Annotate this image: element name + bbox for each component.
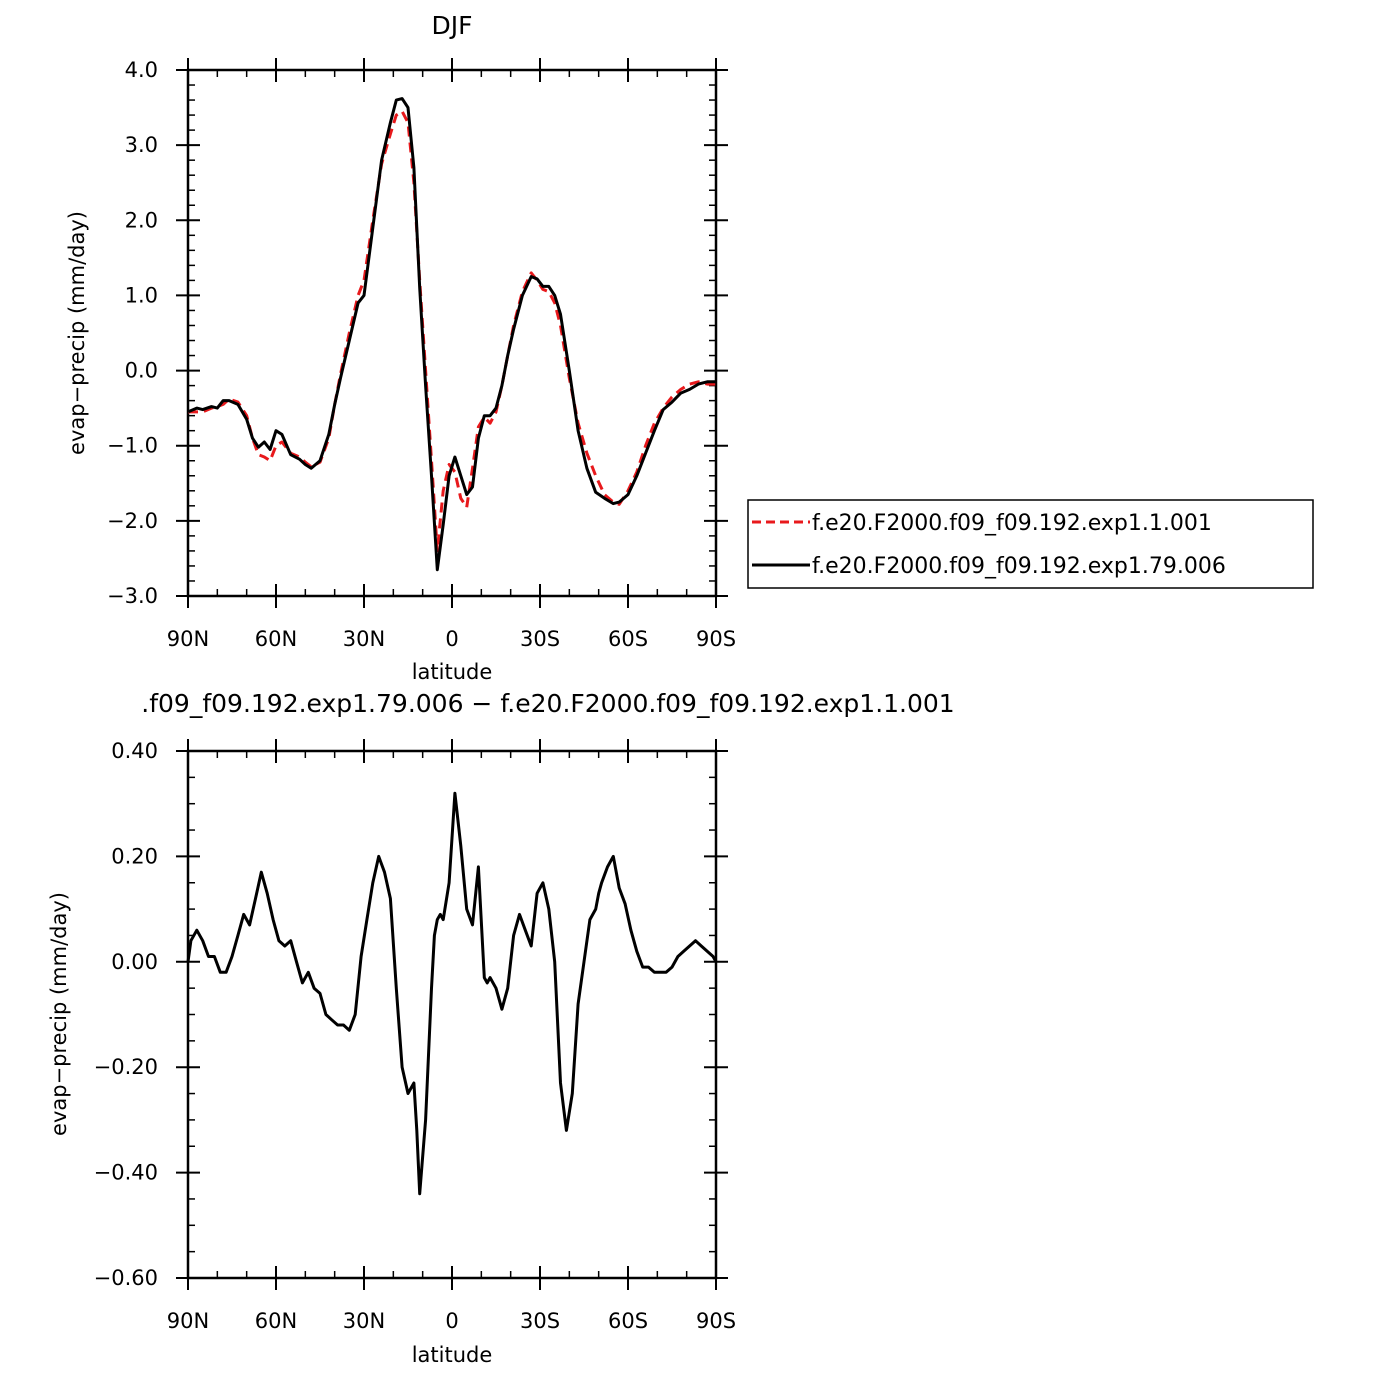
top-plot-frame xyxy=(186,68,718,598)
x-tick-label: 0 xyxy=(445,627,458,651)
top-panel: DJF 4.0 3.0 2.0 1.0 0.0 −1.0 −2.0 −3.0 90N 60N 30N… xyxy=(65,11,736,684)
bottom-x-axis-label: latitude xyxy=(412,1343,493,1367)
y-tick-label: 4.0 xyxy=(125,58,158,82)
bottom-panel: .f09_f09.192.exp1.79.006 − f.e20.F2000.f… xyxy=(47,689,955,1367)
x-tick-label: 90S xyxy=(696,1309,736,1333)
bottom-chart-title: .f09_f09.192.exp1.79.006 − f.e20.F2000.f… xyxy=(141,689,954,718)
x-tick-label: 60S xyxy=(608,627,648,651)
x-tick-label: 30N xyxy=(343,1309,385,1333)
top-x-axis-label: latitude xyxy=(412,660,493,684)
y-tick-label: 2.0 xyxy=(125,208,158,232)
legend-label-exp1-1-001: f.e20.F2000.f09_f09.192.exp1.1.001 xyxy=(812,511,1212,536)
x-tick-label: 0 xyxy=(445,1309,458,1333)
y-tick-label: −0.60 xyxy=(94,1266,158,1290)
y-tick-label: 0.00 xyxy=(111,950,158,974)
y-tick-label: −1.0 xyxy=(107,434,158,458)
legend-label-exp1-79-006: f.e20.F2000.f09_f09.192.exp1.79.006 xyxy=(812,554,1226,579)
y-tick-label: 3.0 xyxy=(125,133,158,157)
y-tick-label: 0.0 xyxy=(125,359,158,383)
y-tick-label: 1.0 xyxy=(125,283,158,307)
top-y-axis-label: evap−precip (mm/day) xyxy=(65,211,89,455)
x-tick-label: 90S xyxy=(696,627,736,651)
series-line-bottom-0 xyxy=(186,791,718,1196)
top-chart-title: DJF xyxy=(431,11,472,40)
series-line-top-1 xyxy=(187,97,716,572)
x-tick-label: 30S xyxy=(520,1309,560,1333)
y-tick-label: −0.20 xyxy=(94,1055,158,1079)
x-tick-label: 30S xyxy=(520,627,560,651)
bottom-y-axis-label: evap−precip (mm/day) xyxy=(47,892,71,1136)
x-tick-label: 90N xyxy=(167,627,209,651)
y-tick-label: −0.40 xyxy=(94,1161,158,1185)
x-tick-label: 90N xyxy=(167,1309,209,1333)
y-tick-label: −2.0 xyxy=(107,509,158,533)
x-tick-label: 60S xyxy=(608,1309,648,1333)
y-tick-label: 0.40 xyxy=(111,739,158,763)
y-tick-label: 0.20 xyxy=(111,844,158,868)
x-tick-label: 30N xyxy=(343,627,385,651)
legend-box xyxy=(747,499,1314,589)
legend: f.e20.F2000.f09_f09.192.exp1.1.001 f.e20… xyxy=(747,499,1314,589)
x-tick-label: 60N xyxy=(255,1309,297,1333)
series-line-top-0 xyxy=(188,109,716,553)
y-tick-label: −3.0 xyxy=(107,584,158,608)
x-tick-label: 60N xyxy=(255,627,297,651)
